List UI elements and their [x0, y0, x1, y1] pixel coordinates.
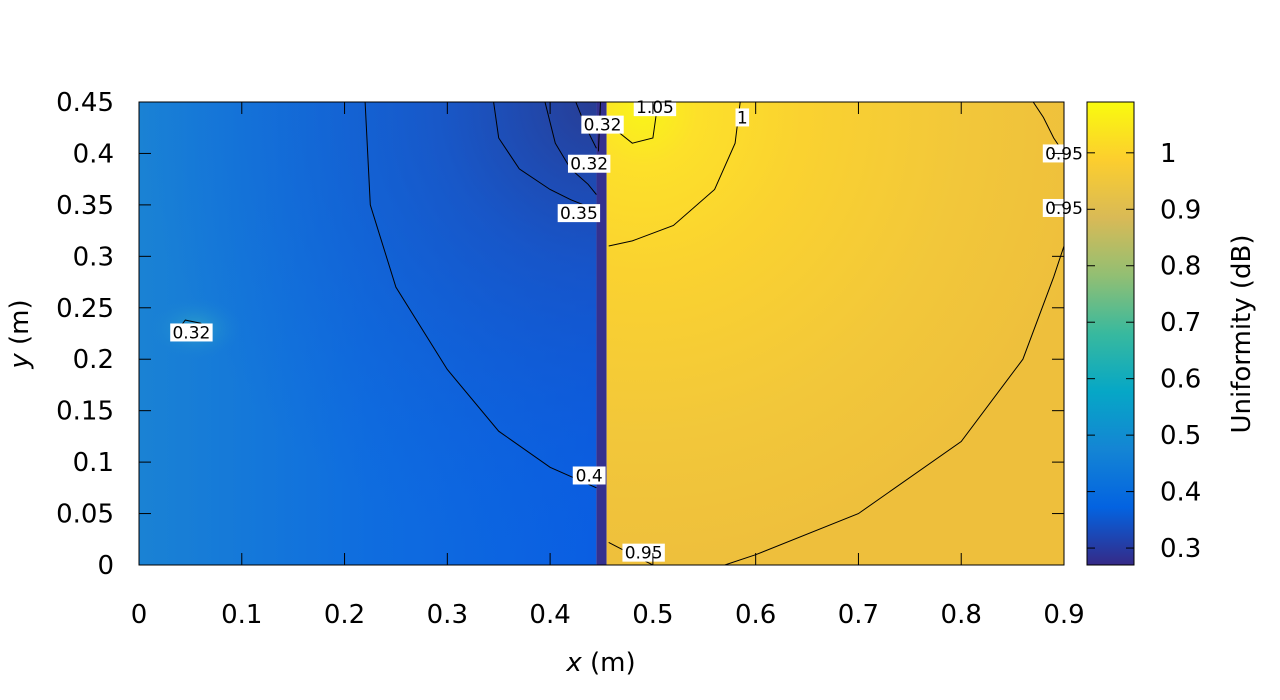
contour-label-text: 1.05 — [636, 98, 674, 118]
contour-label-box — [567, 154, 611, 173]
heatmap-field — [139, 102, 1064, 565]
contour-label-1: 0.32 — [567, 154, 611, 175]
heatmap-region-divider — [596, 102, 607, 565]
contour-label-text: 0.32 — [584, 116, 622, 136]
colorbar-tick-label: 0.4 — [1160, 478, 1201, 508]
colorbar-label: Uniformity (dB) — [1227, 234, 1257, 433]
x-tick-label: 0.6 — [735, 600, 776, 630]
contour-line-0-35-3 — [493, 102, 597, 211]
contour-line-1-7 — [608, 102, 741, 247]
y-tick-label: 0.15 — [56, 397, 114, 427]
contour-label-text: 0.4 — [576, 466, 603, 486]
contour-label-6: 1 — [735, 108, 750, 128]
contour-label-text: 0.32 — [172, 323, 210, 343]
x-tick-label: 0 — [131, 600, 148, 630]
x-tick-label: 0.5 — [632, 600, 673, 630]
y-tick-label: 0.4 — [73, 139, 114, 169]
x-tick-label: 0.1 — [221, 600, 262, 630]
contour-label-box — [170, 323, 213, 342]
x-tick-label: 0.8 — [941, 600, 982, 630]
colorbar-tick-label: 0.8 — [1160, 252, 1201, 282]
x-tick-label: 0.2 — [324, 600, 365, 630]
contour-label-box — [557, 204, 601, 223]
y-tick-label: 0.3 — [73, 242, 114, 272]
heatmap-region-right — [606, 102, 1064, 565]
contour-label-4: 0.32 — [170, 323, 213, 343]
y-axis-label: y (m) — [5, 299, 35, 369]
y-tick-label: 0 — [97, 551, 114, 581]
contour-label-0: 0.32 — [581, 115, 624, 136]
colorbar: 0.3 0.4 0.5 0.6 0.7 0.8 0.9 1 Uniformity (dB) — [1086, 101, 1257, 566]
contour-label-text: 1 — [737, 108, 748, 128]
contour-label-text: 0.32 — [570, 155, 608, 175]
x-tick-label: 0.9 — [1043, 600, 1084, 630]
plot-frame — [138, 101, 1065, 566]
y-axis-ticks: 0 0.05 0.1 0.15 0.2 0.25 0.3 0.35 0.4 0.45 — [56, 88, 1064, 581]
colorbar-gradient — [1086, 101, 1135, 566]
contour-label-text: 0.35 — [560, 204, 598, 224]
colorbar-ticks: 0.3 0.4 0.5 0.6 0.7 0.8 0.9 1 — [1087, 139, 1201, 564]
x-axis-label: x (m) — [565, 648, 635, 678]
contour-label-3: 0.4 — [572, 466, 606, 486]
x-tick-label: 0.7 — [838, 600, 879, 630]
x-tick-label: 0.4 — [529, 600, 570, 630]
contour-line-0-4-4 — [364, 102, 597, 489]
colorbar-tick-label: 0.3 — [1160, 534, 1201, 564]
y-tick-label: 0.45 — [56, 88, 114, 118]
y-tick-label: 0.1 — [73, 448, 114, 478]
contour-label-7: 0.95 — [622, 543, 665, 564]
contour-label-box — [633, 98, 677, 117]
contour-label-2: 0.35 — [557, 204, 601, 224]
y-tick-label: 0.2 — [73, 345, 114, 375]
x-tick-label: 0.3 — [427, 600, 468, 630]
x-axis-ticks: 0 0.1 0.2 0.3 0.4 0.5 0.6 0.7 0.8 0.9 — [131, 102, 1085, 630]
colorbar-tick-label: 1 — [1160, 139, 1177, 169]
contour-label-5: 1.05 — [633, 98, 677, 118]
colorbar-tick-label: 0.6 — [1160, 365, 1201, 395]
colorbar-tick-label: 0.9 — [1160, 195, 1201, 225]
contour-label-box — [572, 466, 606, 485]
colorbar-tick-label: 0.5 — [1160, 421, 1201, 451]
contour-label-text: 0.95 — [625, 544, 663, 564]
y-tick-label: 0.25 — [56, 294, 114, 324]
contour-label-box — [622, 543, 665, 562]
y-tick-label: 0.35 — [56, 191, 114, 221]
contour-label-box — [735, 108, 750, 127]
colorbar-tick-label: 0.7 — [1160, 308, 1201, 338]
contour-label-box — [581, 115, 624, 134]
y-tick-label: 0.05 — [56, 500, 114, 530]
